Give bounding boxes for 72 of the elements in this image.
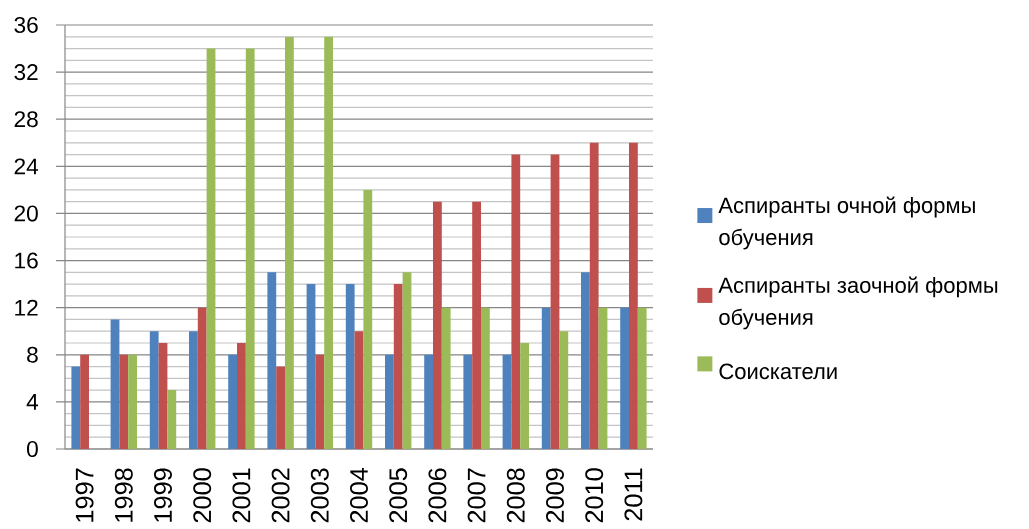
bar bbox=[128, 354, 137, 449]
x-tick-label: 2006 bbox=[428, 468, 447, 523]
y-tick-label: 12 bbox=[15, 299, 38, 316]
bar bbox=[306, 284, 316, 449]
bar bbox=[637, 307, 647, 449]
y-tick-label: 20 bbox=[14, 205, 38, 222]
y-tick-label: 24 bbox=[14, 158, 39, 175]
legend-label: Соискатели bbox=[719, 363, 837, 380]
bar bbox=[267, 272, 277, 449]
bar bbox=[354, 331, 364, 449]
bar bbox=[285, 36, 294, 449]
x-tick-label: 1999 bbox=[154, 468, 172, 522]
bar bbox=[237, 343, 246, 449]
y-tick-label: 4 bbox=[26, 394, 39, 410]
bar bbox=[276, 366, 285, 449]
legend-label: Аспиранты заочной формы обучения bbox=[718, 276, 998, 330]
x-tick-label: 2010 bbox=[585, 468, 604, 523]
x-tick-label: 2004 bbox=[350, 468, 368, 523]
bar bbox=[550, 154, 560, 449]
bar bbox=[441, 307, 451, 449]
bar bbox=[197, 307, 207, 449]
y-tick-label: 32 bbox=[14, 64, 38, 81]
bar bbox=[245, 48, 255, 449]
bar bbox=[598, 307, 608, 449]
bar bbox=[393, 284, 403, 449]
bar bbox=[167, 390, 177, 449]
x-tick-label: 2000 bbox=[193, 468, 212, 523]
bar bbox=[71, 366, 81, 449]
x-tick-label: 1997 bbox=[75, 468, 94, 522]
bar bbox=[189, 331, 198, 449]
legend-label: Аспиранты очной формы обучения bbox=[718, 196, 975, 250]
bar bbox=[463, 354, 473, 449]
x-tick-label: 1998 bbox=[114, 468, 133, 522]
x-tick-label: 2009 bbox=[546, 468, 564, 523]
bar bbox=[385, 354, 394, 449]
bar bbox=[520, 343, 529, 449]
y-tick-label: 28 bbox=[14, 111, 38, 128]
bar bbox=[149, 331, 159, 449]
bar bbox=[589, 142, 599, 449]
x-tick-label: 2008 bbox=[506, 468, 525, 523]
y-tick-label: 0 bbox=[27, 440, 38, 458]
y-tick-label: 36 bbox=[14, 16, 38, 34]
bar bbox=[315, 354, 325, 449]
bar bbox=[119, 354, 129, 449]
bar bbox=[433, 201, 442, 449]
x-tick-label: 2002 bbox=[271, 468, 290, 523]
y-tick-label: 8 bbox=[27, 346, 38, 363]
bar bbox=[559, 331, 569, 449]
bar bbox=[206, 48, 216, 449]
bar bbox=[363, 189, 373, 449]
bar bbox=[324, 36, 333, 449]
bar bbox=[80, 354, 89, 449]
bar bbox=[581, 272, 590, 449]
bar bbox=[110, 319, 120, 449]
bar bbox=[541, 307, 551, 449]
bar bbox=[620, 307, 629, 449]
bar bbox=[472, 201, 481, 449]
bar bbox=[424, 354, 433, 449]
bar bbox=[345, 284, 355, 449]
x-tick-label: 2005 bbox=[389, 468, 408, 523]
bar bbox=[481, 307, 490, 449]
x-tick-label: 2007 bbox=[467, 468, 486, 523]
x-tick-label: 2001 bbox=[232, 468, 251, 523]
x-tick-label: 2003 bbox=[310, 468, 329, 523]
bar bbox=[629, 142, 638, 449]
bar bbox=[228, 354, 237, 449]
bar bbox=[511, 154, 521, 449]
bar bbox=[402, 272, 412, 449]
bar bbox=[502, 354, 512, 449]
bar bbox=[158, 343, 168, 449]
x-tick-label: 2011 bbox=[624, 468, 643, 521]
y-tick-label: 16 bbox=[15, 252, 38, 269]
